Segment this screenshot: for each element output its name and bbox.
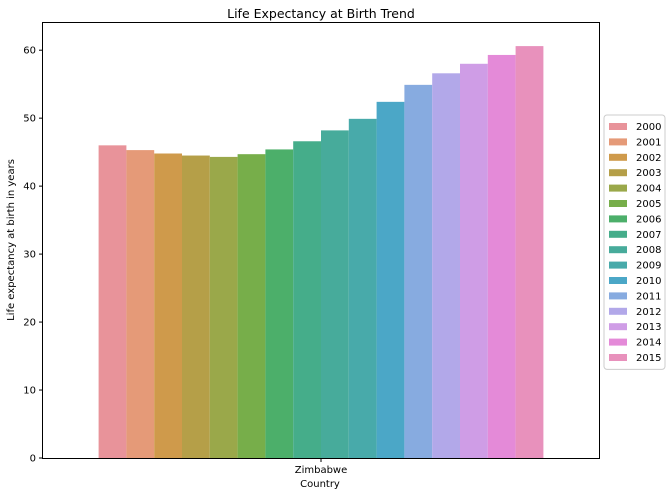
legend-swatch-2008 [609, 246, 627, 254]
chart-title: Life Expectancy at Birth Trend [227, 6, 415, 21]
y-tick-label: 30 [23, 250, 36, 261]
bar-2004 [209, 156, 238, 458]
legend: 2000 2001 2002 2003 2004 2005 2006 2007 2008 2009… [603, 114, 666, 370]
legend-label-2012: 2012 [636, 307, 661, 318]
legend-swatch-2012 [609, 307, 627, 315]
legend-swatch-2003 [609, 169, 627, 177]
legend-label-2000: 2000 [636, 122, 661, 133]
bars-group [98, 46, 544, 458]
bar-2001 [126, 150, 155, 458]
bar-2010 [376, 101, 405, 458]
legend-label-2005: 2005 [636, 199, 661, 210]
legend-swatch-2014 [609, 338, 627, 346]
legend-label-2002: 2002 [636, 153, 661, 164]
bar-2012 [432, 73, 460, 458]
legend-label-2009: 2009 [636, 261, 661, 272]
plot-frame [42, 22, 600, 459]
legend-swatch-2013 [609, 323, 627, 331]
legend-swatch-2006 [609, 215, 627, 223]
legend-swatch-2007 [609, 230, 627, 238]
legend-swatch-2000 [609, 123, 627, 130]
legend-label-2008: 2008 [636, 245, 661, 256]
legend-swatch-2010 [609, 277, 627, 284]
y-tick-label: 0 [30, 454, 36, 465]
legend-label-2011: 2011 [636, 291, 661, 302]
legend-label-2001: 2001 [636, 137, 661, 148]
y-tick-label: 50 [23, 114, 36, 125]
bar-2011 [404, 84, 433, 458]
bar-2013 [460, 63, 488, 458]
bar-2007 [293, 141, 321, 458]
bar-2008 [321, 130, 349, 458]
y-tick-label: 40 [23, 182, 36, 193]
legend-label-2015: 2015 [636, 353, 661, 364]
legend-swatch-2004 [609, 184, 627, 192]
legend-label-2007: 2007 [636, 230, 661, 241]
y-axis-label: Life expectancy at birth in years [6, 159, 17, 321]
y-axis-ticks: 0 10 20 30 40 50 60 [23, 46, 43, 465]
legend-swatch-2011 [609, 292, 627, 300]
y-tick-label: 10 [23, 386, 36, 397]
y-tick-label: 20 [23, 318, 36, 329]
bar-2009 [348, 118, 377, 458]
legend-swatch-2005 [609, 200, 627, 207]
x-tick-label: Zimbabwe [295, 465, 348, 476]
bar-2000 [98, 145, 127, 458]
bar-2002 [154, 153, 182, 458]
bar-2014 [487, 54, 516, 458]
legend-swatch-2001 [609, 138, 627, 146]
bar-2003 [182, 155, 210, 458]
legend-label-2014: 2014 [636, 338, 661, 349]
bar-2015 [515, 46, 544, 458]
legend-swatch-2009 [609, 261, 627, 269]
legend-frame [603, 114, 666, 370]
legend-swatch-2002 [609, 153, 627, 161]
legend-label-2003: 2003 [636, 168, 661, 179]
legend-swatch-2015 [609, 354, 627, 361]
x-axis-label: Country [300, 479, 340, 490]
legend-label-2013: 2013 [636, 322, 661, 333]
legend-label-2010: 2010 [636, 276, 661, 287]
x-axis-ticks: Zimbabwe [295, 458, 348, 476]
legend-label-2006: 2006 [636, 214, 661, 225]
y-tick-label: 60 [23, 46, 36, 57]
bar-2005 [237, 154, 266, 458]
bar-2006 [265, 149, 294, 458]
legend-label-2004: 2004 [636, 184, 661, 195]
